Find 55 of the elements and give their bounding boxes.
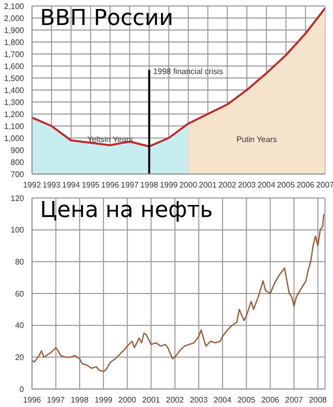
chart-title: Цена на нефть [40,198,213,223]
x-tick-label: 1992 [23,180,42,190]
y-tick-label: 1,600 [4,62,25,71]
x-tick-label: 2001 [198,180,218,190]
x-tick-label: 1999 [94,396,113,405]
y-tick-label: 1,700 [4,50,25,59]
series-label: Yeltsin Years [87,135,133,144]
y-tick-label: 120 [10,194,25,203]
y-tick-label: 800 [10,158,25,167]
chart-title: ВВП России [40,6,174,31]
y-tick-label: 2,000 [4,14,25,23]
y-tick-label: 20 [15,353,25,362]
x-tick-label: 2003 [190,396,208,405]
y-tick-label: 1,900 [4,26,25,35]
x-tick-label: 2005 [277,180,296,190]
x-tick-label: 2005 [237,396,256,405]
x-tick-label: 1996 [101,180,120,190]
y-tick-label: 1,000 [4,134,25,143]
x-tick-label: 2001 [142,396,161,405]
x-tick-label: 2003 [238,180,256,190]
y-tick-label: 60 [15,289,25,298]
y-tick-label: 100 [10,226,25,235]
y-tick-label: 1,300 [4,98,25,107]
x-tick-label: 2004 [258,180,276,190]
x-tick-label: 2000 [118,396,137,405]
x-tick-label: 1995 [82,180,100,190]
y-tick-label: 1,500 [4,74,25,83]
x-tick-label: 2008 [308,396,328,405]
x-tick-label: 2006 [296,180,315,190]
x-tick-label: 1998 [140,180,159,190]
y-tick-label: 0 [20,384,25,394]
series-label: Putin Years [236,135,277,144]
x-tick-label: 2002 [218,180,237,190]
y-tick-label: 1,200 [4,110,25,119]
ref-line-label: 1998 financial crisis [153,66,224,76]
x-tick-label: 1993 [42,180,61,190]
x-tick-label: 1997 [120,180,140,190]
x-tick-label: 2002 [166,396,184,405]
x-tick-label: 1998 [70,396,90,405]
x-tick-label: 1999 [160,180,178,190]
x-tick-label: 2006 [261,396,280,405]
x-tick-label: 1997 [46,396,66,405]
y-tick-label: 1,800 [4,38,25,47]
y-tick-label: 700 [10,170,25,179]
x-tick-label: 2000 [179,180,198,190]
y-tick-label: 900 [10,146,25,155]
y-tick-label: 1,400 [4,86,25,95]
y-tick-label: 40 [15,321,25,330]
x-tick-label: 1994 [62,180,81,190]
y-tick-label: 80 [15,258,25,267]
y-tick-label: 2,100 [4,2,25,11]
x-tick-label: 2004 [214,396,232,405]
x-tick-label: 2007 [285,396,304,405]
x-tick-label: 1996 [23,396,42,405]
y-tick-label: 1,100 [4,122,25,131]
